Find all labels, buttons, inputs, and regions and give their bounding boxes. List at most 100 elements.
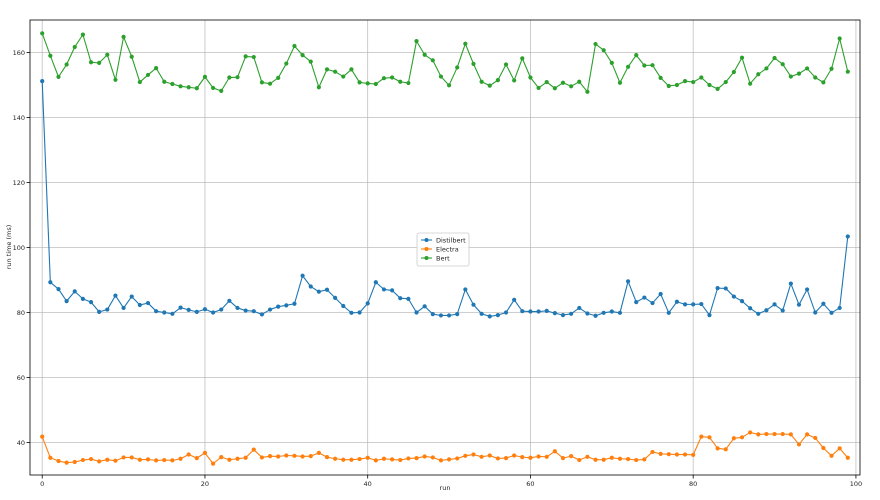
- data-point-electra: [186, 452, 191, 457]
- data-point-bert: [292, 43, 297, 49]
- data-point-bert: [634, 53, 639, 58]
- data-point-bert: [422, 52, 427, 57]
- data-point-electra: [455, 456, 460, 461]
- data-point-distilbert: [64, 299, 69, 304]
- data-point-bert: [381, 76, 387, 81]
- data-point-distilbert: [284, 303, 289, 308]
- data-point-bert: [446, 83, 452, 88]
- data-point-electra: [446, 457, 452, 462]
- data-point-distilbert: [438, 313, 444, 318]
- data-point-bert: [569, 84, 574, 89]
- data-point-electra: [194, 456, 199, 461]
- data-point-distilbert: [682, 302, 688, 307]
- data-point-bert: [512, 78, 517, 83]
- data-point-bert: [593, 41, 598, 47]
- ticks: 0 20 40 60 80 100 40 60 80 100 120 140 160: [13, 49, 863, 488]
- data-point-bert: [243, 54, 248, 59]
- data-point-bert: [333, 69, 338, 74]
- data-point-electra: [422, 454, 427, 459]
- data-point-bert: [390, 75, 395, 80]
- data-point-bert: [585, 89, 590, 94]
- data-point-bert: [577, 79, 582, 84]
- data-point-bert: [186, 85, 191, 90]
- data-point-electra: [113, 458, 118, 463]
- data-point-electra: [479, 454, 484, 459]
- data-point-bert: [495, 78, 500, 83]
- data-point-bert: [805, 66, 810, 71]
- data-point-distilbert: [552, 311, 557, 316]
- data-point-electra: [788, 432, 793, 437]
- data-point-bert: [788, 74, 793, 79]
- data-point-electra: [129, 455, 134, 460]
- data-point-electra: [162, 457, 167, 463]
- data-point-electra: [80, 457, 85, 463]
- data-point-distilbert: [178, 305, 183, 310]
- legend-swatch-marker: [424, 247, 429, 251]
- data-point-electra: [707, 435, 712, 440]
- data-point-electra: [699, 434, 704, 439]
- data-point-electra: [48, 455, 53, 460]
- data-point-bert: [121, 34, 126, 40]
- data-point-electra: [349, 457, 354, 462]
- data-point-distilbert: [650, 300, 655, 306]
- data-point-bert: [129, 54, 134, 59]
- data-point-bert: [796, 71, 802, 76]
- data-point-bert: [154, 66, 159, 71]
- data-point-distilbert: [373, 280, 378, 285]
- data-point-bert: [617, 80, 623, 85]
- data-point-distilbert: [105, 307, 110, 312]
- data-point-distilbert: [194, 309, 199, 314]
- legend-item-bert: Bert: [421, 254, 450, 262]
- data-point-bert: [56, 74, 61, 79]
- data-point-electra: [829, 453, 834, 458]
- data-point-electra: [210, 461, 216, 466]
- data-point-electra: [357, 456, 362, 462]
- data-point-distilbert: [796, 302, 802, 307]
- data-point-electra: [438, 458, 444, 463]
- data-point-distilbert: [829, 310, 834, 315]
- data-point-bert: [398, 79, 403, 84]
- data-point-electra: [601, 457, 606, 462]
- data-point-bert: [438, 74, 444, 79]
- x-tick-label: 0: [40, 480, 44, 488]
- y-tick-label: 40: [17, 439, 25, 447]
- data-point-bert: [219, 88, 224, 93]
- data-point-electra: [235, 456, 240, 461]
- data-point-bert: [691, 79, 696, 85]
- data-point-bert: [463, 41, 468, 46]
- data-point-bert: [715, 86, 720, 91]
- data-point-electra: [642, 457, 647, 462]
- legend-item-distilbert: Distilbert: [421, 236, 466, 244]
- data-point-electra: [259, 455, 265, 460]
- data-point-distilbert: [788, 281, 793, 286]
- data-point-bert: [414, 39, 419, 44]
- data-point-bert: [471, 61, 476, 66]
- data-point-distilbert: [756, 311, 761, 316]
- data-point-distilbert: [715, 286, 720, 291]
- data-point-bert: [625, 64, 631, 69]
- data-point-distilbert: [381, 287, 387, 292]
- x-tick-label: 20: [201, 480, 209, 488]
- data-point-electra: [682, 452, 688, 457]
- data-point-electra: [219, 455, 224, 460]
- data-point-distilbert: [300, 273, 305, 278]
- data-point-electra: [528, 455, 533, 460]
- data-point-electra: [324, 455, 330, 460]
- data-point-bert: [202, 74, 208, 79]
- data-point-distilbert: [316, 289, 321, 294]
- data-point-electra: [617, 456, 623, 461]
- data-point-distilbert: [308, 284, 313, 289]
- data-point-bert: [284, 61, 289, 66]
- data-point-bert: [430, 58, 435, 63]
- data-point-distilbert: [292, 301, 297, 306]
- data-point-electra: [463, 453, 468, 458]
- data-point-distilbert: [495, 313, 500, 318]
- data-point-distilbert: [390, 288, 395, 293]
- data-point-bert: [72, 44, 77, 50]
- data-point-bert: [748, 81, 753, 86]
- data-point-distilbert: [577, 305, 582, 311]
- data-point-distilbert: [487, 314, 492, 319]
- data-point-distilbert: [357, 310, 362, 315]
- data-point-distilbert: [560, 313, 566, 318]
